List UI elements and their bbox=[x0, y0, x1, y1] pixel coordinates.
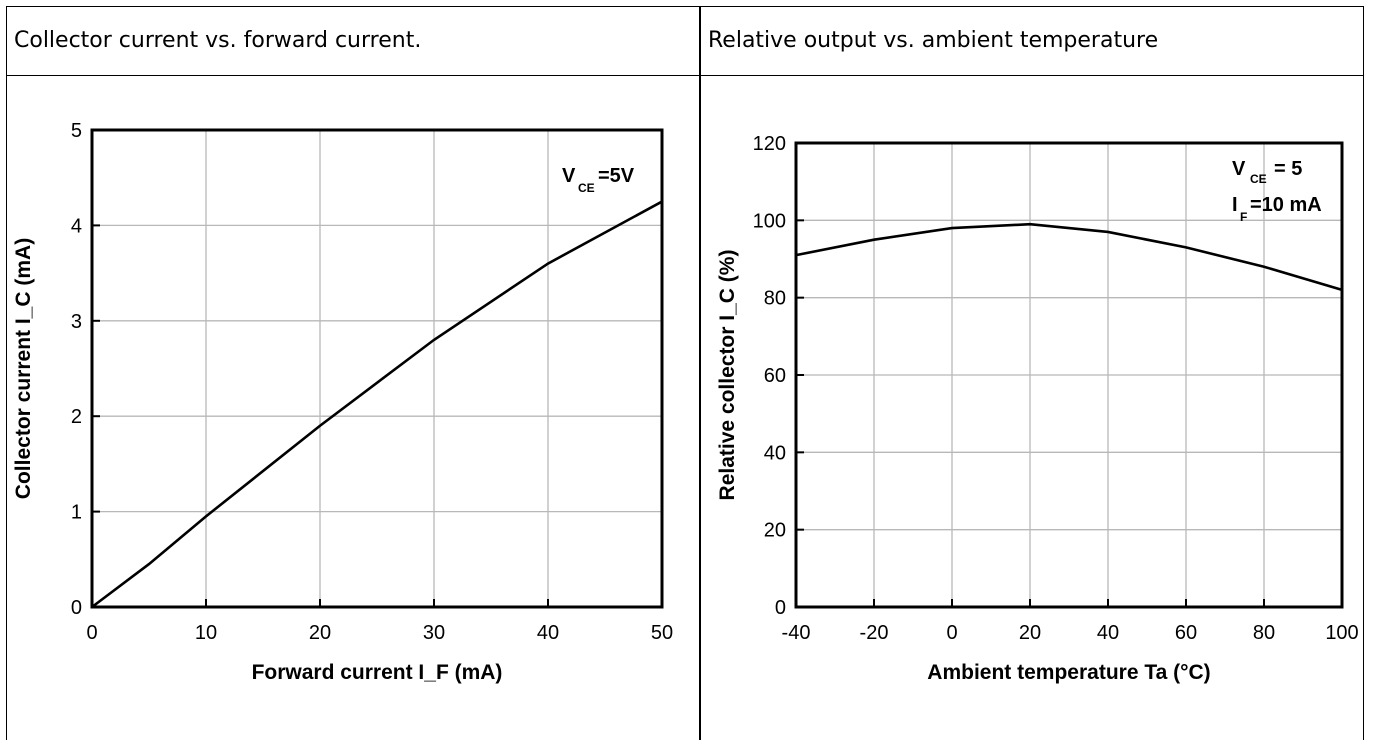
x-tick-label: 40 bbox=[537, 622, 559, 644]
x-tick-label: 20 bbox=[309, 622, 331, 644]
y-tick-label: 4 bbox=[71, 215, 82, 237]
annotation-value: =5V bbox=[598, 165, 635, 187]
series-line bbox=[795, 222, 1343, 292]
x-tick-label: 20 bbox=[1019, 622, 1041, 644]
y-tick-label: 0 bbox=[775, 597, 786, 619]
x-tick-label: 30 bbox=[423, 622, 445, 644]
annotation-i: I bbox=[1232, 194, 1238, 216]
chart-collector-current: 0 10 20 30 40 50 0 1 2 3 4 5 Forward current I_F (mA… bbox=[12, 120, 673, 684]
x-tick-label: 0 bbox=[86, 622, 97, 644]
y-tick-label: 2 bbox=[71, 406, 82, 428]
x-axis-label: Forward current I_F (mA) bbox=[252, 661, 503, 684]
x-tick-label: 10 bbox=[195, 622, 217, 644]
annotation-sub: CE bbox=[578, 181, 595, 195]
y-tick-label: 60 bbox=[764, 365, 786, 387]
figure-frame bbox=[6, 6, 1364, 740]
x-axis-label: Ambient temperature Ta (°C) bbox=[927, 661, 1210, 684]
x-tick-label: 40 bbox=[1097, 622, 1119, 644]
x-tick-label: 60 bbox=[1175, 622, 1197, 644]
y-tick-label: 3 bbox=[71, 311, 82, 333]
x-tick-label: 50 bbox=[651, 622, 673, 644]
x-tick-label: 100 bbox=[1325, 622, 1358, 644]
series-line bbox=[91, 200, 663, 609]
y-tick-label: 1 bbox=[71, 502, 82, 524]
annotation-v: V bbox=[1232, 158, 1246, 180]
annotation-sub-ce: CE bbox=[1250, 172, 1267, 186]
y-tick-label: 20 bbox=[764, 520, 786, 542]
panel-divider bbox=[699, 6, 701, 740]
y-axis-label: Relative collector I_C (%) bbox=[716, 250, 739, 501]
annotation-value-if: =10 mA bbox=[1250, 194, 1322, 216]
y-tick-label: 100 bbox=[753, 210, 786, 232]
x-tick-label: 0 bbox=[946, 622, 957, 644]
y-tick-label: 80 bbox=[764, 288, 786, 310]
y-axis-label: Collector current I_C (mA) bbox=[12, 238, 35, 499]
y-tick-label: 120 bbox=[753, 133, 786, 155]
x-tick-label: 80 bbox=[1253, 622, 1275, 644]
left-panel-title: Collector current vs. forward current. bbox=[6, 6, 700, 76]
y-tick-label: 40 bbox=[764, 442, 786, 464]
x-tick-label: -40 bbox=[782, 622, 811, 644]
annotation-sub-f: F bbox=[1240, 210, 1247, 224]
annotation-value-vce: = 5 bbox=[1274, 158, 1302, 180]
right-panel-title: Relative output vs. ambient temperature bbox=[700, 6, 1364, 76]
y-tick-label: 0 bbox=[71, 597, 82, 619]
annotation-v: V bbox=[562, 165, 576, 187]
x-tick-label: -20 bbox=[860, 622, 889, 644]
plot-frame bbox=[90, 128, 664, 609]
y-tick-label: 5 bbox=[71, 120, 82, 142]
